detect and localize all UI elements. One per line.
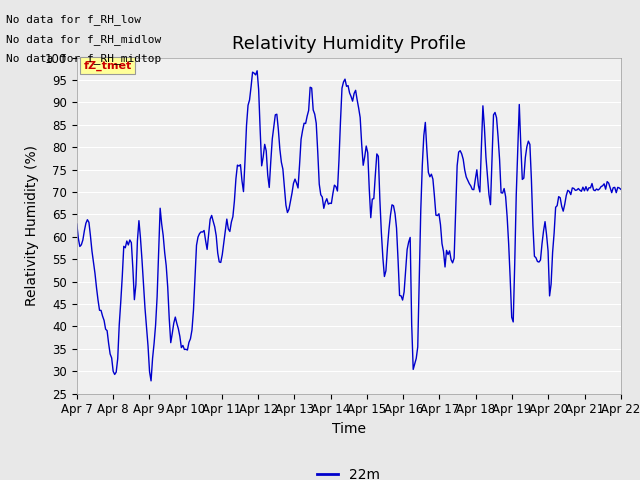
- Y-axis label: Relativity Humidity (%): Relativity Humidity (%): [25, 145, 39, 306]
- Text: No data for f_RH_midtop: No data for f_RH_midtop: [6, 53, 162, 64]
- Title: Relativity Humidity Profile: Relativity Humidity Profile: [232, 35, 466, 53]
- Text: fZ_tmet: fZ_tmet: [84, 60, 132, 71]
- X-axis label: Time: Time: [332, 422, 366, 436]
- Text: No data for f_RH_midlow: No data for f_RH_midlow: [6, 34, 162, 45]
- Legend: 22m: 22m: [312, 462, 386, 480]
- Text: No data for f_RH_low: No data for f_RH_low: [6, 14, 141, 25]
